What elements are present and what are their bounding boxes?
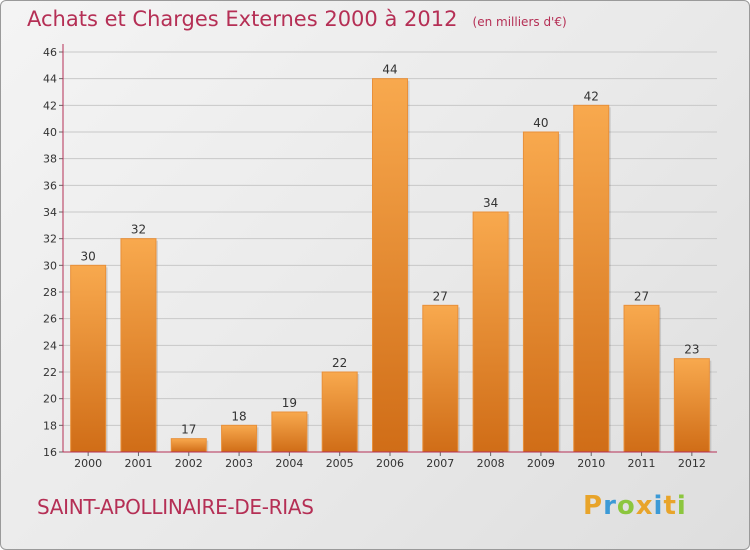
y-tick-label: 28 [43, 286, 57, 299]
data-label: 22 [332, 356, 347, 370]
bar-2012 [673, 358, 710, 453]
y-tick-label: 42 [43, 99, 57, 112]
bar-2002 [170, 438, 207, 453]
y-tick-label: 26 [43, 313, 57, 326]
x-tick-label: 2008 [477, 457, 505, 470]
x-tick-label: 2006 [376, 457, 404, 470]
y-tick-label: 30 [43, 259, 57, 272]
logo-letter: r [603, 491, 617, 521]
proxiti-logo[interactable]: Proxiti [583, 491, 687, 521]
chart-subtitle: (en milliers d'€) [472, 15, 567, 29]
x-tick-label: 2011 [628, 457, 656, 470]
axes [59, 44, 717, 456]
bar-2010 [573, 104, 610, 453]
data-label: 23 [684, 343, 699, 357]
data-label: 30 [81, 249, 96, 263]
x-tick-label: 2007 [426, 457, 454, 470]
chart-title: Achats et Charges Externes 2000 à 2012 [27, 7, 458, 31]
x-tick-label: 2004 [275, 457, 303, 470]
labels: 16 18 20 22 24 26 28 30 32 34 36 38 40 42 44 46 30 2000 32… [43, 46, 706, 470]
bar-2001 [120, 238, 157, 453]
bars [70, 78, 712, 453]
data-label: 19 [282, 396, 297, 410]
x-tick-label: 2003 [225, 457, 253, 470]
bar-2009 [522, 131, 559, 453]
x-tick-label: 2001 [124, 457, 152, 470]
data-label: 27 [634, 289, 649, 303]
logo-letter: o [616, 491, 636, 521]
bar-2006 [372, 78, 408, 453]
x-tick-label: 2010 [577, 457, 605, 470]
logo-letter: P [583, 491, 604, 521]
y-tick-label: 46 [43, 46, 57, 59]
data-label: 34 [483, 196, 498, 210]
y-tick-label: 16 [43, 446, 57, 459]
bar-2011 [623, 304, 660, 453]
data-label: 44 [382, 63, 397, 77]
data-label: 18 [231, 409, 246, 423]
bar-2004 [271, 411, 308, 453]
bar-2007 [422, 304, 459, 453]
data-label: 42 [584, 89, 599, 103]
x-tick-label: 2012 [678, 457, 706, 470]
bar-2000 [70, 264, 107, 453]
y-tick-label: 40 [43, 126, 57, 139]
y-tick-label: 34 [43, 206, 57, 219]
bar-2005 [321, 371, 358, 453]
logo-letter: i [653, 491, 664, 521]
data-label: 17 [181, 423, 196, 437]
y-tick-label: 32 [43, 233, 57, 246]
y-tick-label: 36 [43, 179, 57, 192]
bar-2008 [472, 211, 509, 453]
x-tick-label: 2002 [175, 457, 203, 470]
y-tick-label: 38 [43, 153, 57, 166]
title-row: Achats et Charges Externes 2000 à 2012 (… [27, 7, 567, 31]
logo-letter: x [635, 491, 654, 521]
y-tick-label: 44 [43, 73, 57, 86]
y-tick-label: 20 [43, 393, 57, 406]
x-tick-label: 2009 [527, 457, 555, 470]
logo-letter: i [676, 491, 687, 521]
y-tick-label: 22 [43, 366, 57, 379]
bar-2003 [221, 424, 258, 453]
commune-name: SAINT-APOLLINAIRE-DE-RIAS [37, 495, 314, 519]
data-label: 27 [433, 289, 448, 303]
y-tick-label: 18 [43, 419, 57, 432]
y-tick-label: 24 [43, 339, 57, 352]
data-label: 40 [533, 116, 548, 130]
x-tick-label: 2000 [74, 457, 102, 470]
x-tick-label: 2005 [326, 457, 354, 470]
logo-letter: t [663, 491, 677, 521]
data-label: 32 [131, 223, 146, 237]
